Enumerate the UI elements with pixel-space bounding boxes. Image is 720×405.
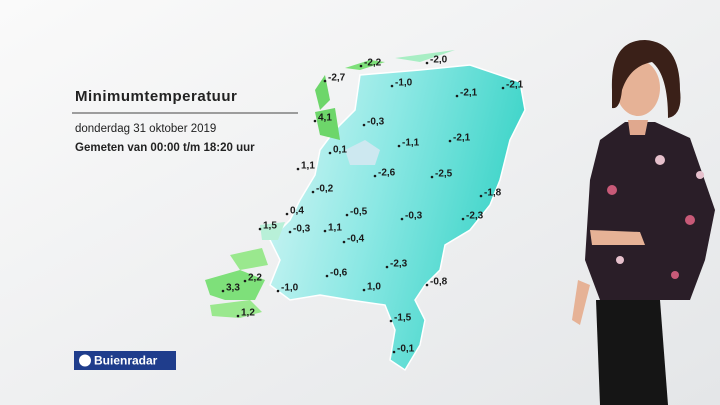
presenter bbox=[572, 40, 715, 405]
station-dot bbox=[448, 139, 452, 143]
station-dot bbox=[389, 319, 393, 323]
station-dot bbox=[288, 230, 292, 234]
station-dot bbox=[345, 213, 349, 217]
station-reading: -1,1 bbox=[402, 138, 420, 149]
station-reading: 0,4 bbox=[290, 206, 304, 217]
station-reading: 1,1 bbox=[301, 161, 315, 172]
map bbox=[205, 50, 526, 372]
station-dot bbox=[455, 94, 459, 98]
station-reading: -2,5 bbox=[435, 169, 453, 180]
station-dot bbox=[392, 350, 396, 354]
station-dot bbox=[362, 288, 366, 292]
station-dot bbox=[501, 86, 505, 90]
station-dot bbox=[236, 314, 240, 318]
station-dot bbox=[385, 265, 389, 269]
station-reading: -0,3 bbox=[405, 211, 423, 222]
station-reading: -2,1 bbox=[506, 80, 524, 91]
station-dot bbox=[400, 217, 404, 221]
logo: Buienradar bbox=[74, 351, 176, 370]
station-reading: -0,3 bbox=[293, 224, 311, 235]
station-reading: 2,2 bbox=[248, 273, 262, 284]
station-dot bbox=[258, 227, 262, 231]
station-dot bbox=[362, 123, 366, 127]
station-reading: -0,5 bbox=[350, 207, 368, 218]
station-reading: -1,8 bbox=[484, 188, 502, 199]
station-reading: -2,1 bbox=[453, 133, 471, 144]
station-reading: -2,1 bbox=[460, 88, 478, 99]
station-reading: -0,2 bbox=[316, 184, 334, 195]
station-dot bbox=[325, 274, 329, 278]
station-dot bbox=[342, 240, 346, 244]
station-dot bbox=[425, 283, 429, 287]
station-reading: -1,0 bbox=[395, 78, 413, 89]
station-reading: -2,3 bbox=[466, 211, 484, 222]
station-reading: -2,3 bbox=[390, 259, 408, 270]
station-reading: 1,5 bbox=[263, 221, 277, 232]
station-reading: 1,0 bbox=[367, 282, 381, 293]
station-reading: 3,3 bbox=[226, 283, 240, 294]
station-reading: -1,5 bbox=[394, 313, 412, 324]
station-dot bbox=[461, 217, 465, 221]
station-labels: -2,2 -2,0 -2,7 -1,0 -2,1 -2,1 4,1 -0,3 0… bbox=[221, 55, 524, 355]
station-dot bbox=[276, 289, 280, 293]
station-dot bbox=[296, 167, 300, 171]
station-reading: 4,1 bbox=[318, 113, 332, 124]
station-dot bbox=[359, 64, 363, 68]
station-dot bbox=[323, 79, 327, 83]
station-reading: -0,8 bbox=[430, 277, 448, 288]
station-dot bbox=[323, 229, 327, 233]
station-reading: -2,6 bbox=[378, 168, 396, 179]
station-reading: -0,1 bbox=[397, 344, 415, 355]
station-dot bbox=[285, 212, 289, 216]
station-reading: -0,3 bbox=[367, 117, 385, 128]
station-reading: -2,0 bbox=[430, 55, 448, 66]
station-dot bbox=[311, 190, 315, 194]
station-reading: -0,4 bbox=[347, 234, 365, 245]
station-reading: -0,6 bbox=[330, 268, 348, 279]
station-reading: -2,7 bbox=[328, 73, 346, 84]
station-dot bbox=[313, 119, 317, 123]
station-reading: -1,0 bbox=[281, 283, 299, 294]
station-dot bbox=[430, 175, 434, 179]
station-reading: 1,1 bbox=[328, 223, 342, 234]
station-dot bbox=[328, 151, 332, 155]
station-dot bbox=[390, 84, 394, 88]
title: Minimumtemperatuur bbox=[75, 88, 237, 105]
period: Gemeten van 00:00 t/m 18:20 uur bbox=[75, 142, 255, 154]
station-dot bbox=[397, 144, 401, 148]
station-reading: -2,2 bbox=[364, 58, 382, 69]
station-reading: 1,2 bbox=[241, 308, 255, 319]
station-dot bbox=[425, 61, 429, 65]
station-reading: 0,1 bbox=[333, 145, 347, 156]
station-dot bbox=[479, 194, 483, 198]
station-dot bbox=[221, 289, 225, 293]
date: donderdag 31 oktober 2019 bbox=[75, 123, 216, 135]
station-dot bbox=[243, 279, 247, 283]
station-dot bbox=[373, 174, 377, 178]
logo-text: Buienradar bbox=[94, 354, 158, 368]
